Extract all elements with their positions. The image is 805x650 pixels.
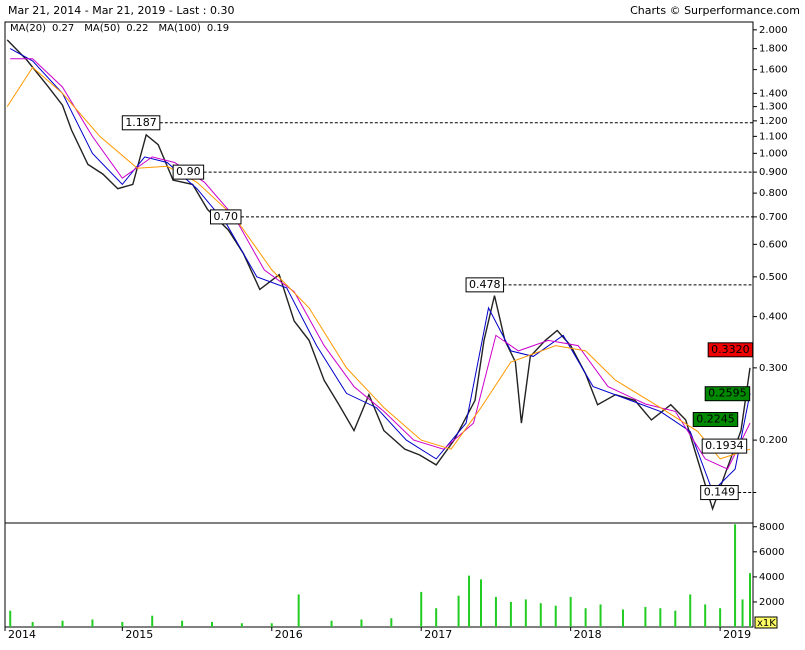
x-tick-label: 2017 xyxy=(424,628,452,641)
volume-bar xyxy=(420,591,423,627)
price-box xyxy=(707,342,754,358)
price-label: 0.3320 xyxy=(711,343,750,356)
y-tick-label: 1.300 xyxy=(759,102,788,113)
volume-bar xyxy=(509,601,512,627)
y-tick-label: 1.400 xyxy=(759,88,788,99)
y-tick-label: 1.100 xyxy=(759,131,788,142)
y-tick-label: 0.800 xyxy=(759,188,788,199)
x-tick-label: 2015 xyxy=(125,628,153,641)
volume-tick-label: 8000 xyxy=(759,522,784,533)
volume-bar xyxy=(330,620,333,627)
volume-bar xyxy=(468,575,471,627)
volume-bar xyxy=(734,524,737,627)
price-label: 1.187 xyxy=(125,116,157,129)
volume-bar xyxy=(674,610,677,627)
unit-box xyxy=(754,616,778,629)
price-label: 0.1934 xyxy=(705,439,744,452)
price-label: 0.2595 xyxy=(708,387,747,400)
price-label: 0.2245 xyxy=(696,413,735,426)
volume-bar xyxy=(121,621,124,627)
volume-bar xyxy=(584,608,587,627)
volume-bar xyxy=(689,594,692,627)
volume-bar xyxy=(621,609,624,627)
price-box xyxy=(701,438,748,454)
price-label: 0.70 xyxy=(213,210,238,223)
price-label: 0.149 xyxy=(704,486,736,499)
volume-bar xyxy=(539,603,542,627)
volume-bar xyxy=(704,604,707,627)
y-tick-label: 1.800 xyxy=(759,44,788,55)
volume-bar xyxy=(480,579,482,627)
volume-bar xyxy=(659,608,662,627)
volume-bar xyxy=(644,606,647,627)
volume-bar xyxy=(741,599,744,627)
volume-bar xyxy=(31,621,34,627)
price-label: 0.478 xyxy=(469,278,501,291)
series-line xyxy=(10,58,751,470)
volume-tick-label: 6000 xyxy=(759,547,784,558)
volume-bar xyxy=(390,618,393,627)
volume-bar xyxy=(435,608,438,627)
volume-unit: x1K xyxy=(757,618,776,629)
volume-bar xyxy=(360,619,363,627)
volume-bar xyxy=(9,610,12,627)
volume-tick-label: 2000 xyxy=(759,597,784,608)
legend-value: 0.19 xyxy=(207,23,229,34)
y-tick-label: 1.600 xyxy=(759,65,788,76)
legend-value: 0.27 xyxy=(52,23,74,34)
legend-name: MA(100) xyxy=(159,23,201,34)
y-tick-label: 0.200 xyxy=(759,435,788,446)
source: Charts © Surperformance.com xyxy=(630,4,800,17)
chart-title: Mar 21, 2014 - Mar 21, 2019 - Last : 0.3… xyxy=(8,4,235,17)
volume-bar xyxy=(457,595,460,627)
volume-bar xyxy=(554,605,557,627)
y-tick-label: 0.300 xyxy=(759,363,788,374)
y-tick-label: 2.000 xyxy=(759,25,788,36)
x-tick-label: 2016 xyxy=(275,628,303,641)
legend-name: MA(50) xyxy=(84,23,120,34)
y-tick-label: 0.600 xyxy=(759,239,788,250)
x-tick-label: 2018 xyxy=(574,628,602,641)
volume-bar xyxy=(61,620,64,627)
y-tick-label: 0.700 xyxy=(759,212,788,223)
volume-bar xyxy=(569,596,572,627)
volume-bar xyxy=(297,594,300,627)
volume-bar xyxy=(270,623,273,627)
volume-bar xyxy=(749,573,752,627)
y-tick-label: 0.900 xyxy=(759,167,788,178)
volume-bar xyxy=(240,623,243,627)
volume-tick-label: 4000 xyxy=(759,572,784,583)
y-tick-label: 1.000 xyxy=(759,148,788,159)
volume-bar xyxy=(181,620,184,627)
y-tick-label: 0.400 xyxy=(759,312,788,323)
legend-name: MA(20) xyxy=(10,23,46,34)
series-line xyxy=(6,66,751,460)
volume-bar xyxy=(494,596,497,627)
volume-bar xyxy=(210,621,213,627)
x-tick-label: 2014 xyxy=(8,628,36,641)
volume-bar xyxy=(524,599,527,627)
price-box xyxy=(704,386,751,402)
price-label: 0.90 xyxy=(176,165,201,178)
volume-bar xyxy=(599,604,602,627)
price-box xyxy=(692,412,739,428)
plot-frame xyxy=(4,21,754,628)
x-tick-label: 2019 xyxy=(723,628,751,641)
legend-value: 0.22 xyxy=(126,23,148,34)
y-tick-label: 0.500 xyxy=(759,272,788,283)
volume-bar xyxy=(151,615,154,627)
volume-bar xyxy=(719,608,722,627)
y-tick-label: 1.200 xyxy=(759,116,788,127)
volume-bar xyxy=(91,619,94,627)
